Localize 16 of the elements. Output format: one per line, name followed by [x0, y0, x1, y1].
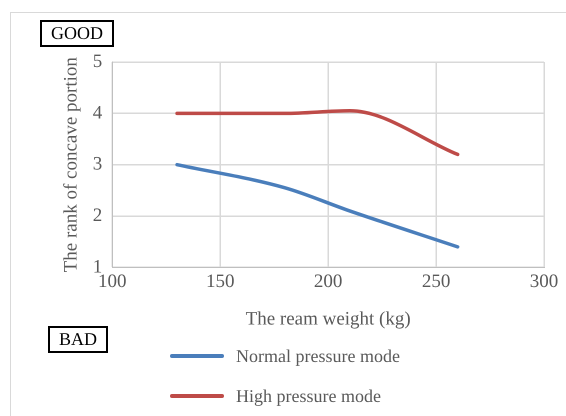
x-tick-label: 100 [98, 270, 127, 292]
x-axis-title: The ream weight (kg) [246, 308, 411, 330]
text: GOOD [40, 20, 114, 47]
text: BAD [48, 326, 108, 353]
x-tick-label: 200 [314, 270, 342, 292]
y-axis-title: The rank of concave portion [60, 56, 82, 272]
y-tick-label: 4 [92, 102, 103, 124]
x-tick-label: 300 [530, 270, 558, 292]
legend-label: Normal pressure mode [236, 346, 400, 366]
y-tick-label: 5 [92, 50, 102, 72]
y-tick-label: 2 [92, 205, 102, 226]
x-tick-label: 250 [422, 270, 450, 292]
x-tick-label: 150 [206, 270, 234, 292]
line-series [175, 162, 460, 249]
legend-label: High pressure mode [236, 386, 381, 406]
y-tick-label: 3 [92, 154, 102, 175]
